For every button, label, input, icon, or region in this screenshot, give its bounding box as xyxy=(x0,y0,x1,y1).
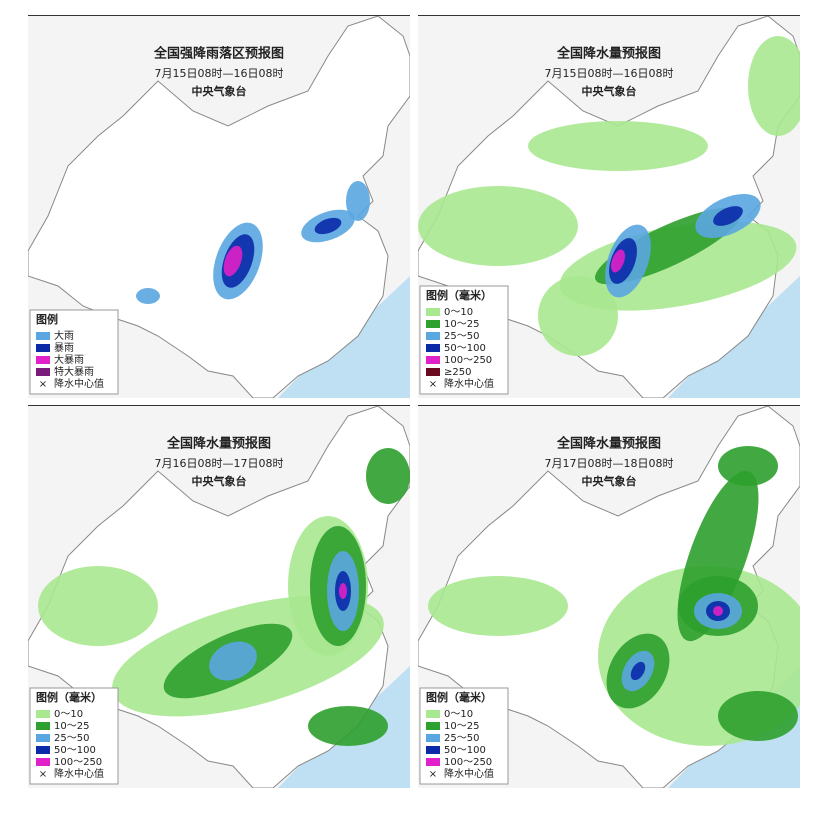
legend-label: 大雨 xyxy=(54,329,74,342)
map: 全国降水量预报图7月17日08时—18日08时中央气象台图例（毫米）0～1010… xyxy=(418,406,800,788)
legend-label: 0～10 xyxy=(54,709,83,720)
legend-label: 降水中心值 xyxy=(444,377,494,390)
map-date: 7月15日08时—16日08时 xyxy=(545,67,674,80)
legend-label: 降水中心值 xyxy=(54,767,104,780)
legend-label: 特大暴雨 xyxy=(54,365,94,378)
map: 全国降水量预报图7月15日08时—16日08时中央气象台图例（毫米）0～1010… xyxy=(418,16,800,398)
legend-swatch xyxy=(426,308,440,316)
legend-swatch xyxy=(36,746,50,754)
rain-area xyxy=(748,36,800,136)
rain-area xyxy=(718,446,778,486)
forecast-panel: 全国降水量预报图 7月16日08时—17日08时 中央气象台 图例（毫米） 0～10 10… xyxy=(28,405,410,788)
rain-area xyxy=(713,206,743,226)
legend-title: 图例（毫米） xyxy=(426,690,492,704)
legend-swatch xyxy=(426,758,440,766)
map: 全国降水量预报图7月16日08时—17日08时中央气象台图例（毫米）0～1010… xyxy=(28,406,410,788)
legend-marker: × xyxy=(429,379,437,390)
legend-label: 50～100 xyxy=(444,343,486,354)
legend-swatch xyxy=(36,344,50,352)
rain-area xyxy=(308,706,388,746)
legend-label: 50～100 xyxy=(54,745,96,756)
legend-label: 25～50 xyxy=(54,733,89,744)
rain-area xyxy=(718,691,798,741)
forecast-panel: 全国降水量预报图 7月17日08时—18日08时 中央气象台 图例（毫米） 0～10 10… xyxy=(418,405,800,788)
rain-area xyxy=(38,566,158,646)
legend-label: 降水中心值 xyxy=(444,767,494,780)
country xyxy=(28,16,410,398)
rain-area xyxy=(630,661,646,681)
rain-area xyxy=(314,217,342,235)
legend-label: 25～50 xyxy=(444,331,479,342)
legend-label: 100～250 xyxy=(54,757,102,768)
rain-area xyxy=(528,121,708,171)
map-agency: 中央气象台 xyxy=(192,84,247,98)
legend-label: 10～25 xyxy=(54,721,89,732)
legend-label: ≥250 xyxy=(444,367,471,378)
map-agency: 中央气象台 xyxy=(192,474,247,488)
legend-swatch xyxy=(36,758,50,766)
map-agency: 中央气象台 xyxy=(582,84,637,98)
legend-label: 暴雨 xyxy=(54,342,74,354)
legend-swatch xyxy=(36,734,50,742)
rain-area xyxy=(223,245,243,277)
forecast-panel: 全国强降雨落区预报图 7月15日08时—16日08时 中央气象台图例大雨 暴雨 大暴雨特… xyxy=(28,15,410,398)
legend-label: 10～25 xyxy=(444,721,479,732)
legend-label: 降水中心值 xyxy=(54,377,104,390)
legend-swatch xyxy=(426,734,440,742)
map: 全国强降雨落区预报图 7月15日08时—16日08时中央气象台图例大雨暴雨大暴雨特… xyxy=(28,16,410,398)
legend-swatch xyxy=(36,356,50,364)
legend-swatch xyxy=(426,332,440,340)
map-title: 全国降水量预报图 xyxy=(166,436,271,452)
legend-label: 大暴雨 xyxy=(54,353,84,366)
rain-area xyxy=(428,576,568,636)
rain-area xyxy=(136,288,160,304)
rain-area xyxy=(366,448,410,504)
rain-area xyxy=(611,249,625,273)
legend-swatch xyxy=(36,332,50,340)
map-date: 7月16日08时—17日08时 xyxy=(155,457,284,470)
map-title: 全国降水量预报图 xyxy=(556,436,661,452)
legend-swatch xyxy=(36,368,50,376)
rain-area xyxy=(339,583,347,599)
rain-area xyxy=(346,181,370,221)
legend-swatch xyxy=(426,320,440,328)
legend-label: 25～50 xyxy=(444,733,479,744)
legend-swatch xyxy=(426,368,440,376)
map-date: 7月17日08时—18日08时 xyxy=(545,457,674,470)
legend-label: 0～10 xyxy=(444,307,473,318)
legend-title: 图例（毫米） xyxy=(36,690,102,704)
map-agency: 中央气象台 xyxy=(582,474,637,488)
rain-area xyxy=(713,606,723,616)
legend-label: 100～250 xyxy=(444,355,492,366)
map-title: 全国强降雨落区预报图 xyxy=(153,46,284,62)
legend-title: 图例 xyxy=(36,312,58,326)
legend-swatch xyxy=(426,344,440,352)
map-title: 全国降水量预报图 xyxy=(556,46,661,62)
legend-label: 0～10 xyxy=(444,709,473,720)
legend-marker: × xyxy=(39,379,47,390)
legend-swatch xyxy=(426,746,440,754)
legend-swatch xyxy=(36,722,50,730)
rain-area xyxy=(209,641,257,681)
forecast-panel: 全国降水量预报图 7月15日08时—16日08时 中央气象台 图例（毫米） 0～10 10… xyxy=(418,15,800,398)
legend-title: 图例（毫米） xyxy=(426,288,492,302)
rain-area xyxy=(418,186,578,266)
legend-marker: × xyxy=(39,769,47,780)
legend-marker: × xyxy=(429,769,437,780)
legend-swatch xyxy=(426,356,440,364)
legend-label: 100～250 xyxy=(444,757,492,768)
legend-swatch xyxy=(426,710,440,718)
map-date: 7月15日08时—16日08时 xyxy=(155,67,284,80)
legend-label: 10～25 xyxy=(444,319,479,330)
rain-area xyxy=(538,276,618,356)
legend-swatch xyxy=(36,710,50,718)
legend-swatch xyxy=(426,722,440,730)
legend-label: 50～100 xyxy=(444,745,486,756)
